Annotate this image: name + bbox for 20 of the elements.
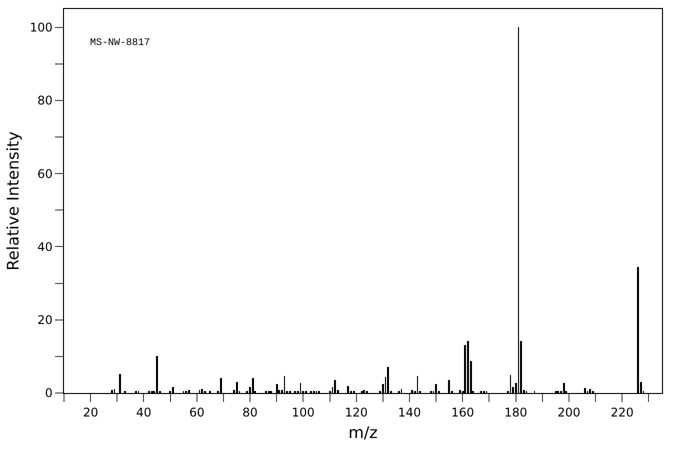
y-tick-label: 60 <box>37 166 53 181</box>
x-tick-label: 80 <box>242 405 258 420</box>
annotation: MS-NW-8817 <box>90 38 150 49</box>
y-tick-label: 0 <box>44 386 53 400</box>
x-tick-label: 40 <box>136 405 152 420</box>
x-tick-label: 180 <box>504 405 528 420</box>
y-tick-label: 20 <box>37 313 53 328</box>
x-tick-label: 160 <box>451 405 474 420</box>
y-axis-title: Relative Intensity <box>4 131 23 271</box>
y-tick-label: 100 <box>30 20 53 34</box>
x-axis-title: m/z <box>348 423 378 442</box>
x-tick-label: 100 <box>292 405 315 420</box>
y-tick-label: 40 <box>37 240 53 254</box>
y-tick-label: 80 <box>37 94 53 108</box>
x-tick-label: 200 <box>558 405 580 420</box>
x-tick-label: 140 <box>398 405 421 420</box>
x-tick-label: 60 <box>189 405 205 420</box>
x-tick-label: 220 <box>610 405 634 420</box>
x-tick-label: 20 <box>82 405 98 420</box>
x-tick-label: 120 <box>344 405 368 420</box>
